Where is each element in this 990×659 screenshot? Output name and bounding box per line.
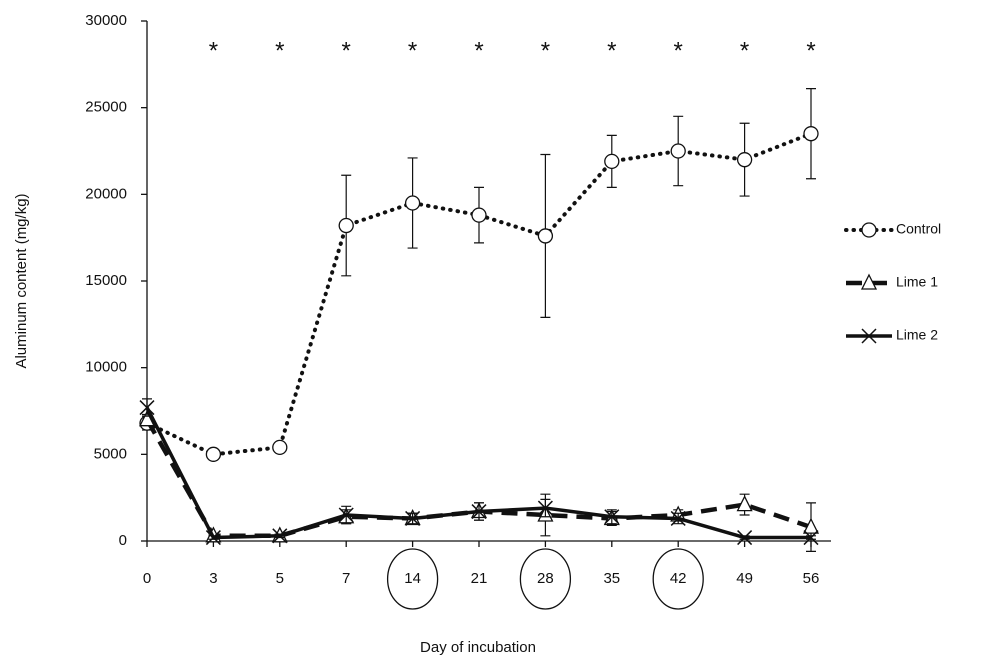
x-tick-label: 21 (471, 570, 488, 587)
marker (138, 410, 156, 427)
x-tick-label: 35 (603, 570, 620, 587)
marker (205, 446, 222, 462)
significance-mark: * (607, 37, 616, 64)
marker (803, 530, 819, 546)
marker (272, 528, 288, 544)
y-tick-label: 25000 (85, 99, 127, 116)
marker (537, 500, 553, 516)
x-tick-label: 7 (342, 570, 350, 587)
marker (670, 510, 686, 526)
y-tick-label: 0 (119, 532, 127, 549)
y-tick-label: 10000 (85, 359, 127, 376)
marker (604, 509, 620, 525)
legend-marker (860, 273, 878, 290)
marker (338, 507, 354, 523)
significance-mark: * (209, 37, 218, 64)
legend-label: Lime 1 (896, 274, 938, 290)
legend-marker (861, 222, 877, 238)
marker (405, 510, 421, 526)
significance-mark: * (342, 37, 351, 64)
x-tick-label: 28 (537, 570, 554, 587)
legend-label: Lime 2 (896, 327, 938, 343)
marker (670, 143, 686, 159)
y-tick-label: 5000 (94, 445, 127, 462)
marker (736, 495, 753, 512)
marker (205, 530, 221, 546)
tick-circle (386, 548, 439, 610)
y-tick-label: 30000 (85, 12, 127, 29)
marker (272, 439, 288, 456)
marker (338, 217, 354, 234)
marker (471, 504, 487, 520)
y-axis-label: Aluminum content (mg/kg) (13, 193, 30, 368)
x-tick-label: 0 (143, 570, 151, 587)
y-tick-label: 20000 (85, 185, 127, 202)
significance-mark: * (806, 37, 815, 64)
marker (139, 400, 155, 416)
marker (404, 195, 421, 211)
tick-circle (519, 548, 572, 610)
marker (802, 517, 820, 534)
x-tick-label: 14 (404, 570, 421, 587)
significance-mark: * (408, 37, 417, 64)
marker (803, 126, 819, 142)
x-tick-label: 49 (736, 570, 753, 587)
legend-marker (861, 328, 877, 344)
significance-mark: * (275, 37, 284, 64)
x-tick-label: 3 (209, 570, 217, 587)
marker (537, 228, 554, 244)
y-tick-label: 15000 (85, 272, 127, 289)
x-axis-label: Day of incubation (420, 639, 536, 656)
significance-mark: * (674, 37, 683, 64)
legend-label: Control (896, 221, 941, 237)
significance-mark: * (740, 37, 749, 64)
x-tick-label: 42 (670, 570, 687, 587)
marker (604, 153, 620, 170)
significance-mark: * (541, 37, 550, 64)
marker (471, 207, 487, 223)
marker (737, 530, 753, 546)
x-tick-label: 5 (276, 570, 284, 587)
series-line (145, 131, 813, 457)
marker (736, 152, 753, 168)
tick-circle (652, 548, 704, 610)
significance-mark: * (474, 37, 483, 64)
x-tick-label: 56 (803, 570, 820, 587)
